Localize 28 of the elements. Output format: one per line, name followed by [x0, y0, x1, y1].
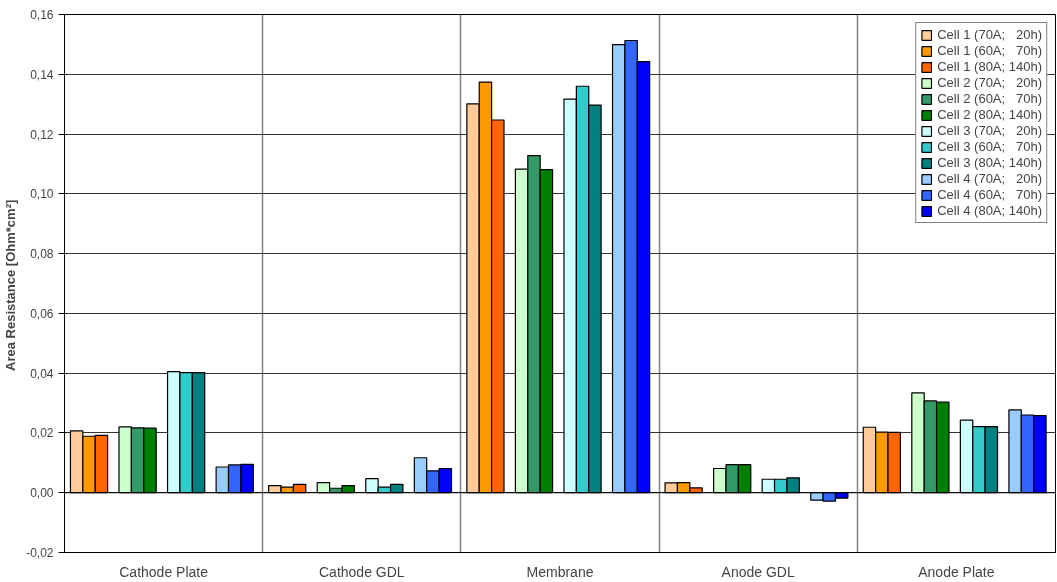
legend-label: Cell 3 (80A; 140h): [937, 155, 1042, 170]
y-tick-label: 0,12: [30, 127, 54, 142]
legend-label: Cell 3 (60A; 70h): [937, 139, 1042, 154]
y-tick-label: 0,04: [30, 366, 54, 381]
y-tick-label: -0,02: [26, 546, 54, 560]
y-tick-label: 0,08: [30, 247, 54, 262]
legend-label: Cell 4 (60A; 70h): [937, 187, 1042, 202]
legend-label: Cell 1 (80A; 140h): [937, 59, 1042, 74]
legend-label: Cell 2 (80A; 140h): [937, 107, 1042, 122]
y-tick-label: 0,16: [30, 8, 54, 22]
y-tick-label: 0,06: [30, 306, 54, 321]
legend-label: Cell 1 (70A; 20h): [937, 27, 1042, 42]
legend-label: Cell 1 (60A; 70h): [937, 43, 1042, 58]
x-tick-label: Cathode Plate: [119, 563, 209, 580]
legend-label: Cell 3 (70A; 20h): [937, 123, 1042, 138]
legend-label: Cell 4 (70A; 20h): [937, 171, 1042, 186]
x-tick-label: Anode Plate: [918, 563, 995, 580]
x-tick-label: Cathode GDL: [319, 563, 405, 580]
y-axis-title: Area Resistance [Ohm*cm²]: [3, 199, 19, 371]
legend-label: Cell 2 (70A; 20h): [937, 75, 1042, 90]
x-tick-label: Anode GDL: [721, 563, 795, 580]
y-tick-label: 0,02: [30, 426, 54, 441]
y-tick-label: 0,14: [30, 67, 54, 82]
y-tick-label: 0,10: [30, 187, 54, 202]
legend-label: Cell 4 (80A; 140h): [937, 203, 1042, 218]
y-tick-label: 0,00: [30, 486, 54, 501]
legend-label: Cell 2 (60A; 70h): [937, 91, 1042, 106]
x-tick-label: Membrane: [526, 563, 594, 580]
